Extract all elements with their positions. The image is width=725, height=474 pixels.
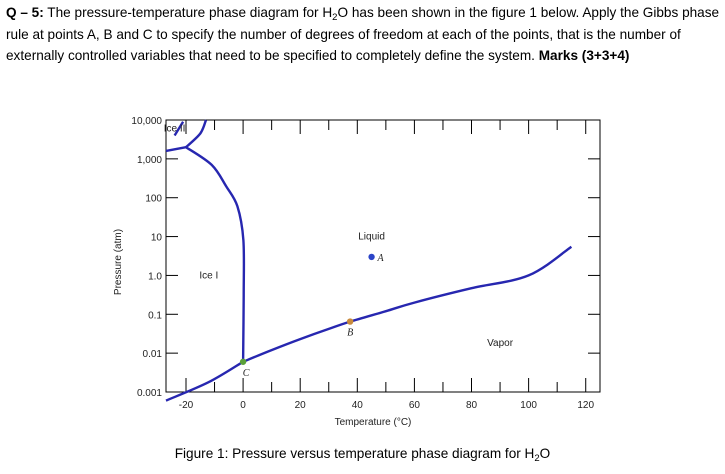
- point-c-label: C: [243, 368, 250, 379]
- x-tick-label: 20: [295, 400, 307, 411]
- region-label: Ice I: [199, 270, 218, 281]
- caption-suffix: O: [539, 446, 551, 461]
- plot-frame: [165, 119, 601, 393]
- y-tick-label: 0.001: [137, 388, 162, 399]
- phase-boundary-curve: [165, 146, 187, 153]
- question-marks: Marks (3+3+4): [538, 48, 630, 63]
- x-tick-label: 100: [520, 400, 537, 411]
- region-label: Liquid: [358, 232, 385, 243]
- region-label: Vapor: [487, 338, 514, 349]
- question-body-1: The pressure-temperature phase diagram f…: [43, 5, 333, 20]
- x-axis-label: Temperature (°C): [335, 417, 412, 428]
- question-number: Q – 5:: [6, 5, 44, 20]
- figure-caption: Figure 1: Pressure versus temperature ph…: [0, 446, 725, 464]
- phase-boundary-curve: [242, 245, 573, 363]
- point-b-marker: [346, 318, 354, 325]
- x-tick-label: 40: [352, 400, 364, 411]
- y-axis-label: Pressure (atm): [113, 229, 124, 295]
- phase-boundary-curve: [185, 146, 246, 362]
- y-tick-label: 1.0: [148, 271, 162, 282]
- y-tick-label: 0.01: [143, 349, 163, 360]
- phase-boundary-curve: [165, 360, 244, 402]
- y-tick-label: 10,000: [131, 116, 162, 127]
- point-c-marker: [239, 358, 247, 365]
- question-formula-subscript: 2: [332, 12, 338, 23]
- point-a-label: A: [377, 253, 385, 264]
- y-tick-label: 10: [151, 233, 163, 244]
- caption-subscript: 2: [534, 453, 540, 464]
- x-tick-label: 60: [409, 400, 421, 411]
- point-a-marker: [368, 253, 375, 261]
- phase-boundary-curve: [173, 121, 185, 137]
- region-label: Ice II: [164, 124, 186, 135]
- y-tick-label: 1,000: [137, 155, 162, 166]
- x-tick-label: 0: [240, 400, 246, 411]
- phase-boundary-curve: [185, 119, 208, 149]
- y-tick-label: 100: [145, 194, 162, 205]
- point-b-label: B: [347, 328, 353, 339]
- question-body-2: O has been shown in the figure 1 below. …: [6, 5, 720, 63]
- question-text: Q – 5: The pressure-temperature phase di…: [6, 2, 720, 67]
- x-tick-label: -20: [179, 400, 194, 411]
- caption-prefix: Figure 1: Pressure versus temperature ph…: [174, 446, 535, 461]
- y-tick-label: 0.1: [148, 310, 162, 321]
- x-tick-label: 80: [466, 400, 478, 411]
- x-tick-label: 120: [577, 400, 594, 411]
